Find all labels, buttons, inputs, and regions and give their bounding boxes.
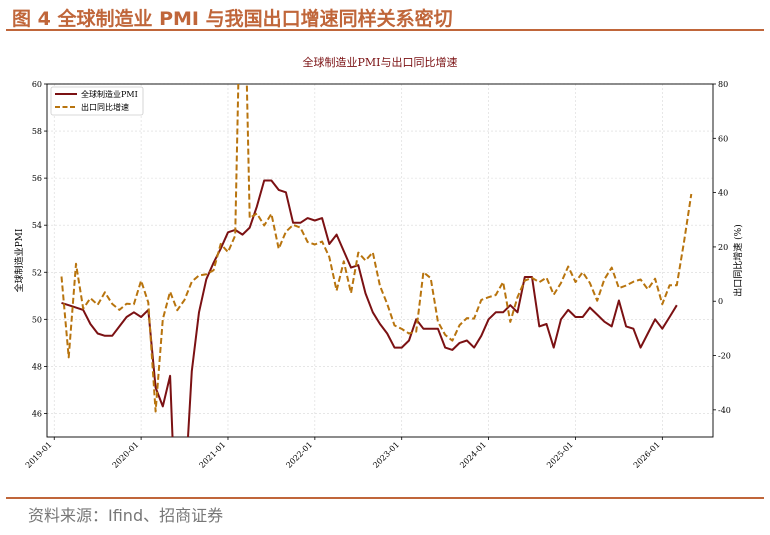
source-rule [6,497,764,499]
legend: 全球制造业PMI 出口同比增速 [50,86,144,116]
grid [47,83,713,437]
y-tick-label: 48 [32,362,42,371]
x-tick-label: 2023-01 [371,440,401,470]
x-tick-label: 2020-01 [111,440,141,470]
axes [46,83,714,438]
y-axis-label: 全球制造业PMI [13,228,25,292]
y-tick-label: 52 [32,268,42,277]
series-line-export [60,84,693,413]
x-tick-label: 2025-01 [545,440,575,470]
legend-label-export: 出口同比增速 [81,102,129,112]
y2-tick-label: 80 [718,80,728,89]
series-line-pmi [61,179,678,437]
figure-title: 图 4 全球制造业 PMI 与我国出口增速同样关系密切 [12,8,453,30]
y-tick-label: 60 [32,80,42,89]
y-tick-label: 58 [32,127,42,136]
y-tick-label: 50 [32,315,42,324]
y-tick-label: 54 [32,221,42,230]
y2-tick-label: 40 [718,189,728,198]
y2-tick-label: -40 [718,406,731,415]
y2-axis-label: 出口同比增速 (%) [732,224,744,296]
plot-area [60,84,693,437]
y2-tick-label: 60 [718,134,728,143]
y2-tick-label: 0 [718,297,723,306]
y2-tick-label: 20 [718,243,728,252]
y2-tick-label: -20 [718,352,731,361]
x-tick-label: 2024-01 [458,440,488,470]
y-tick-label: 46 [32,409,42,418]
legend-label-pmi: 全球制造业PMI [81,89,138,99]
plot-frame [46,83,714,438]
source-note: 资料来源：Ifind、招商证券 [28,506,224,525]
y-tick-label: 56 [32,174,42,183]
x-tick-label: 2021-01 [198,440,228,470]
x-tick-label: 2026-01 [632,440,662,470]
x-tick-label: 2019-01 [24,440,54,470]
chart-title: 全球制造业PMI与出口同比增速 [302,55,457,69]
x-tick-label: 2022-01 [284,440,314,470]
title-rule [6,29,764,31]
